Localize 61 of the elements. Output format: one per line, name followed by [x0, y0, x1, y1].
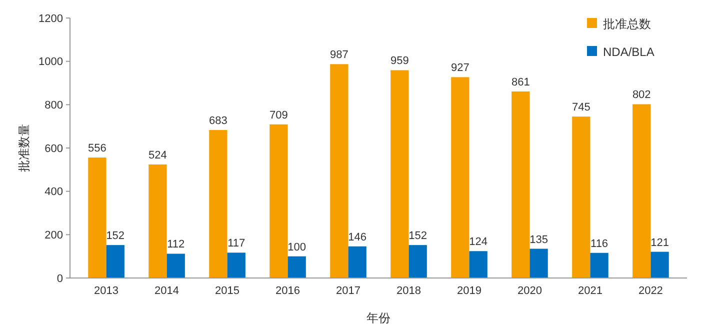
y-tick-label: 200	[44, 230, 63, 242]
bar	[270, 124, 288, 278]
x-tick-label: 2020	[517, 285, 542, 297]
y-tick-label: 600	[44, 142, 63, 155]
bar	[166, 254, 185, 278]
bar	[451, 77, 470, 278]
bar	[530, 248, 548, 278]
legend-label: NDA/BLA	[603, 45, 654, 60]
data-label: 146	[348, 231, 367, 244]
bar	[408, 245, 427, 278]
data-label: 987	[330, 49, 348, 62]
x-tick-label: 2014	[154, 285, 180, 297]
data-label: 556	[88, 142, 106, 155]
bar	[572, 116, 590, 278]
data-label: 124	[469, 236, 488, 248]
x-tick-label: 2017	[336, 285, 360, 297]
data-label: 135	[530, 234, 548, 246]
legend-label: 批准总数	[603, 17, 651, 32]
x-tick-label: 2019	[456, 285, 482, 297]
bar	[88, 158, 106, 278]
data-label: 927	[450, 62, 470, 74]
data-label: 745	[572, 102, 590, 114]
x-tick-label: 2013	[94, 285, 119, 297]
data-label: 112	[167, 238, 185, 251]
data-label: 100	[288, 241, 306, 254]
x-tick-label: 2015	[215, 285, 240, 297]
bar	[288, 256, 306, 278]
bar	[632, 104, 651, 278]
data-label: 861	[511, 76, 530, 88]
y-tick-label: 400	[44, 186, 63, 198]
bar	[650, 252, 669, 278]
data-label: 117	[228, 238, 246, 250]
bar	[590, 252, 608, 278]
data-label: 116	[590, 238, 608, 250]
bar	[348, 246, 366, 278]
bar	[469, 251, 488, 278]
y-tick-label: 1000	[38, 56, 63, 68]
y-tick-label: 0	[56, 272, 63, 285]
x-tick-label: 2016	[276, 285, 300, 297]
data-label: 802	[632, 89, 651, 102]
x-tick-label: 2018	[396, 285, 421, 297]
y-axis-title: 批准数量	[17, 124, 31, 172]
data-label: 152	[106, 230, 125, 242]
data-label: 121	[650, 236, 669, 249]
data-label: 959	[390, 55, 409, 68]
bar	[148, 164, 167, 278]
x-axis-title: 年份	[366, 311, 390, 325]
bar	[390, 70, 409, 278]
y-tick-label: 1200	[38, 12, 63, 25]
data-label: 709	[270, 109, 288, 122]
bar	[330, 64, 348, 278]
x-tick-label: 2021	[578, 285, 602, 297]
x-tick-label: 2022	[638, 285, 663, 297]
data-label: 524	[148, 149, 167, 162]
bar	[106, 245, 124, 278]
data-label: 152	[408, 230, 427, 242]
data-label: 683	[209, 115, 228, 128]
bar	[209, 130, 228, 278]
y-tick-label: 800	[44, 100, 63, 112]
bar	[227, 252, 246, 278]
bar	[512, 91, 530, 278]
